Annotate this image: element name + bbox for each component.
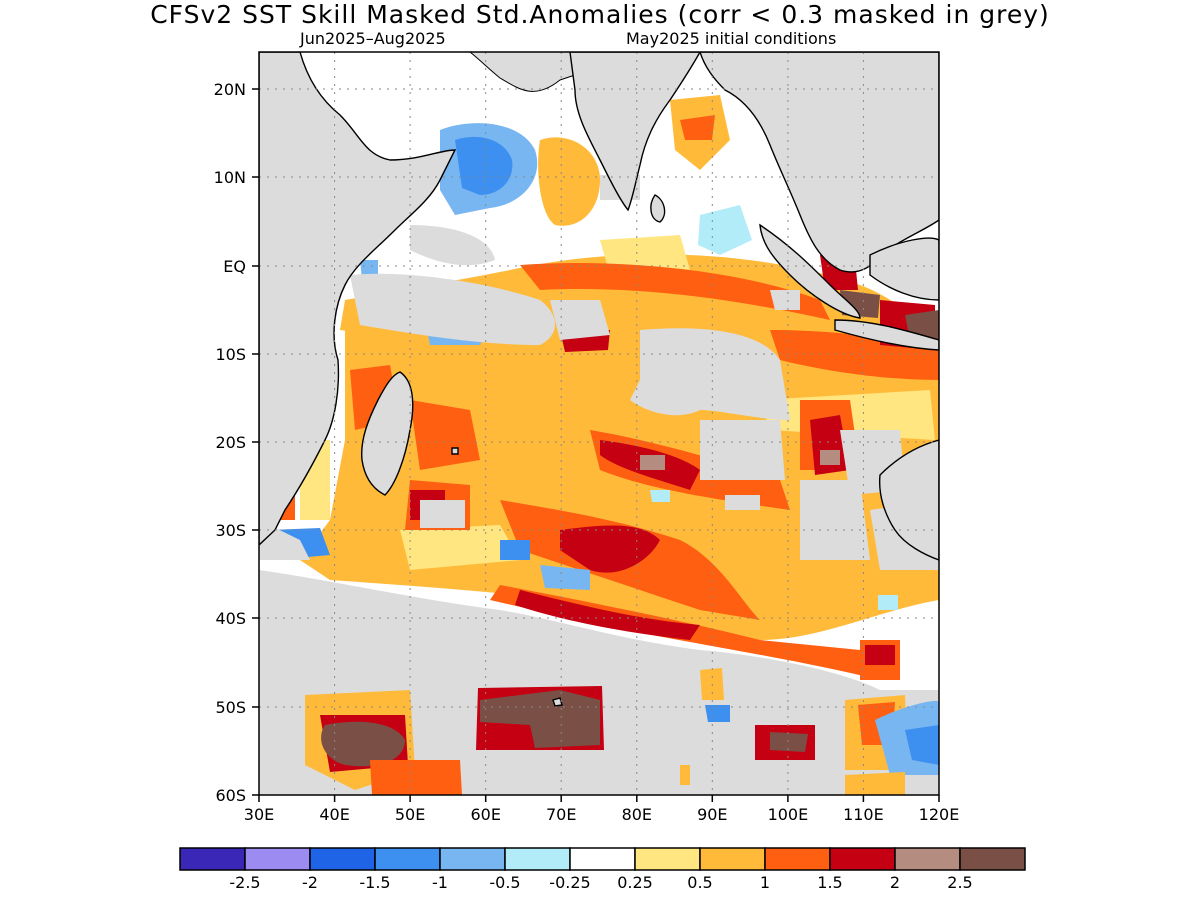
lat-tick-label: 60S xyxy=(215,786,246,805)
colorbar-label: -1 xyxy=(432,873,448,892)
colorbar-label: -0.25 xyxy=(549,873,590,892)
colorbar-label: 2.5 xyxy=(947,873,972,892)
lon-tick-label: 70E xyxy=(546,805,576,824)
lat-tick-label: 50S xyxy=(215,698,246,717)
colorbar-label: 1 xyxy=(760,873,770,892)
lon-tick-label: 40E xyxy=(319,805,349,824)
lat-tick-label: 30S xyxy=(215,521,246,540)
lat-tick-label: 10S xyxy=(215,345,246,364)
lon-tick-label: 30E xyxy=(244,805,274,824)
lat-tick-label: 20S xyxy=(215,433,246,452)
latitude-labels: 20N 10N EQ 10S 20S 30S 40S 50S 60S xyxy=(214,80,246,805)
colorbar: -2.5 -2 -1.5 -1 -0.5 -0.25 0.25 0.5 1 1.5 2 2.5 xyxy=(179,847,1026,892)
colorbar-swatch xyxy=(764,847,831,871)
map-title: CFSv2 SST Skill Masked Std.Anomalies (co… xyxy=(150,0,1050,29)
colorbar-label: -2.5 xyxy=(229,873,260,892)
axis-tick-marks xyxy=(252,88,940,802)
colorbar-swatch xyxy=(374,847,441,871)
colorbar-swatch xyxy=(439,847,506,871)
lat-tick-label: 10N xyxy=(214,168,246,187)
colorbar-label: 1.5 xyxy=(817,873,842,892)
colorbar-swatch xyxy=(244,847,311,871)
longitude-labels: 30E 40E 50E 60E 70E 80E 90E 100E 110E 12… xyxy=(244,805,960,824)
lon-tick-label: 110E xyxy=(843,805,884,824)
colorbar-swatch xyxy=(959,847,1026,871)
gridlines xyxy=(259,52,939,795)
colorbar-swatch xyxy=(504,847,571,871)
land-masses xyxy=(259,52,939,707)
southern-anomaly-patches xyxy=(305,640,939,795)
colorbar-swatch xyxy=(634,847,701,871)
colorbar-swatch xyxy=(829,847,896,871)
colorbar-swatch xyxy=(699,847,766,871)
lon-tick-label: 100E xyxy=(768,805,809,824)
lon-tick-label: 80E xyxy=(622,805,652,824)
colorbar-label: 0.25 xyxy=(617,873,653,892)
map-frame xyxy=(258,51,940,796)
colorbar-swatch xyxy=(179,847,246,871)
colorbar-label: -0.5 xyxy=(489,873,520,892)
initial-conditions: May2025 initial conditions xyxy=(626,29,837,48)
forecast-period: Jun2025–Aug2025 xyxy=(300,29,446,48)
lat-tick-label: 40S xyxy=(215,609,246,628)
colorbar-label: -2 xyxy=(302,873,318,892)
colorbar-label: 2 xyxy=(890,873,900,892)
colorbar-swatch xyxy=(309,847,376,871)
colorbar-swatch xyxy=(894,847,961,871)
lon-tick-label: 60E xyxy=(470,805,500,824)
colorbar-label: 0.5 xyxy=(687,873,712,892)
lat-tick-label: 20N xyxy=(214,80,246,99)
colorbar-swatch xyxy=(569,847,636,871)
lon-tick-label: 50E xyxy=(395,805,425,824)
lon-tick-label: 90E xyxy=(697,805,727,824)
colorbar-label: -1.5 xyxy=(359,873,390,892)
lon-tick-label: 120E xyxy=(919,805,960,824)
lat-tick-label: EQ xyxy=(223,257,246,276)
